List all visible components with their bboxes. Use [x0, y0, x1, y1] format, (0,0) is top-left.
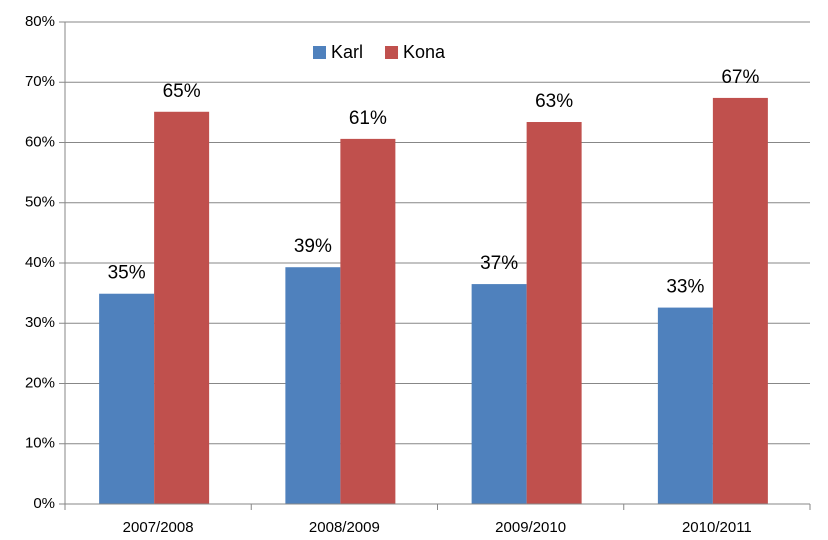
y-tick-label: 30% [25, 314, 55, 331]
bar [471, 284, 527, 504]
legend-swatch [385, 46, 399, 59]
y-tick-label: 80% [25, 13, 55, 30]
bar [657, 307, 713, 504]
x-tick-label: 2010/2011 [682, 519, 752, 536]
legend-label: Kona [403, 42, 446, 62]
bar [285, 267, 341, 504]
value-label: 65% [163, 81, 201, 102]
legend-swatch [313, 46, 326, 59]
value-label: 35% [108, 263, 146, 284]
value-label: 61% [349, 108, 387, 129]
y-tick-label: 50% [25, 194, 55, 211]
x-tick-label: 2009/2010 [495, 519, 566, 536]
y-tick-label: 60% [25, 133, 55, 150]
bar [99, 293, 155, 504]
x-tick-label: 2008/2009 [309, 519, 380, 536]
value-label: 63% [535, 91, 573, 112]
y-tick-label: 20% [25, 374, 55, 391]
legend-label: Karl [331, 42, 363, 62]
bar [154, 111, 210, 505]
y-tick-label: 70% [25, 73, 55, 90]
value-label: 67% [721, 67, 759, 88]
value-label: 33% [666, 277, 704, 298]
bar [340, 138, 396, 504]
x-tick-label: 2007/2008 [123, 519, 194, 536]
value-label: 39% [294, 236, 332, 257]
y-tick-label: 0% [33, 495, 55, 512]
y-tick-label: 40% [25, 254, 55, 271]
value-label: 37% [480, 253, 518, 274]
bar [712, 97, 768, 504]
bar [526, 122, 582, 504]
y-tick-label: 10% [25, 435, 55, 452]
